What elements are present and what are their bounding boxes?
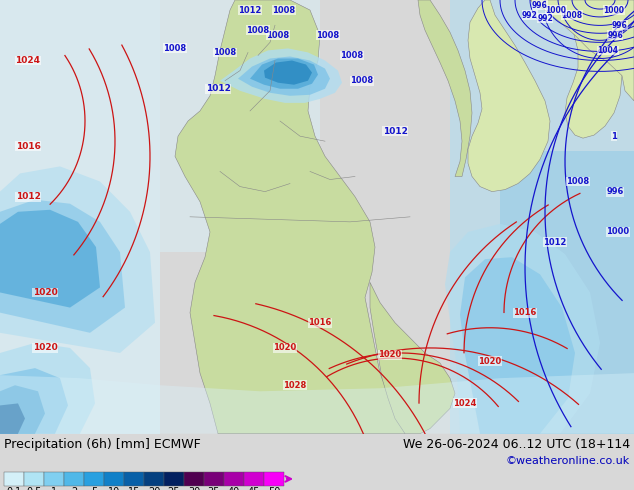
Polygon shape: [445, 224, 600, 434]
Bar: [244, 472, 264, 486]
Text: 1008: 1008: [562, 11, 583, 20]
Text: 1: 1: [611, 132, 617, 141]
Text: Precipitation (6h) [mm] ECMWF: Precipitation (6h) [mm] ECMWF: [4, 438, 201, 451]
Text: 15: 15: [128, 487, 140, 490]
Text: 2: 2: [71, 487, 77, 490]
Text: 45: 45: [248, 487, 260, 490]
Text: 1: 1: [51, 487, 57, 490]
Bar: [184, 472, 204, 486]
Bar: [144, 472, 164, 486]
Text: 5: 5: [91, 487, 97, 490]
Polygon shape: [0, 368, 68, 434]
Text: 25: 25: [168, 487, 180, 490]
Text: 1024: 1024: [15, 56, 41, 65]
Bar: [104, 472, 124, 486]
Bar: [44, 472, 64, 486]
Polygon shape: [450, 0, 634, 434]
Text: 1012: 1012: [382, 126, 408, 136]
Text: 30: 30: [188, 487, 200, 490]
Text: 1008: 1008: [164, 44, 186, 53]
Text: 996: 996: [607, 31, 623, 40]
Text: 10: 10: [108, 487, 120, 490]
Text: 1008: 1008: [566, 177, 590, 186]
Text: 1008: 1008: [316, 31, 340, 40]
Polygon shape: [0, 200, 125, 333]
Polygon shape: [370, 282, 455, 434]
Polygon shape: [564, 0, 622, 138]
Text: 1008: 1008: [214, 48, 236, 57]
Text: 1012: 1012: [205, 84, 230, 93]
Text: 996: 996: [606, 187, 624, 196]
Text: 1008: 1008: [351, 76, 373, 85]
Bar: [84, 472, 104, 486]
Text: 992: 992: [522, 11, 538, 20]
Text: 50: 50: [268, 487, 280, 490]
Text: 1028: 1028: [283, 381, 307, 390]
Text: 1016: 1016: [308, 318, 332, 327]
Polygon shape: [0, 385, 45, 434]
Polygon shape: [418, 0, 472, 176]
Polygon shape: [0, 167, 155, 353]
Text: 1000: 1000: [604, 5, 624, 15]
Text: 1016: 1016: [514, 308, 537, 317]
Text: 1020: 1020: [378, 350, 401, 360]
Text: 1008: 1008: [266, 31, 290, 40]
Text: 1008: 1008: [273, 5, 295, 15]
Polygon shape: [238, 56, 330, 96]
Text: 1000: 1000: [607, 227, 630, 237]
Text: 1024: 1024: [453, 399, 477, 408]
Text: 1020: 1020: [479, 357, 501, 366]
Polygon shape: [468, 0, 550, 192]
Text: 1012: 1012: [543, 238, 567, 246]
Text: 20: 20: [148, 487, 160, 490]
Text: 1016: 1016: [16, 142, 41, 151]
Polygon shape: [264, 60, 312, 85]
Polygon shape: [460, 257, 575, 434]
Text: 1008: 1008: [340, 51, 363, 60]
Polygon shape: [175, 0, 405, 434]
Polygon shape: [0, 0, 160, 434]
Polygon shape: [530, 0, 634, 101]
Text: 1020: 1020: [32, 343, 57, 352]
Bar: [124, 472, 144, 486]
Bar: [204, 472, 224, 486]
Polygon shape: [500, 151, 634, 434]
Text: 1012: 1012: [16, 192, 41, 201]
Text: 0.1: 0.1: [6, 487, 22, 490]
Text: 1012: 1012: [238, 5, 262, 15]
Polygon shape: [0, 343, 95, 434]
Text: 996: 996: [532, 0, 548, 9]
Text: 1008: 1008: [247, 26, 269, 35]
Bar: [224, 472, 244, 486]
Bar: [4, 472, 24, 486]
Text: 1020: 1020: [32, 288, 57, 297]
Text: 996: 996: [612, 21, 628, 30]
Bar: [24, 472, 44, 486]
Bar: [64, 472, 84, 486]
Text: 992: 992: [537, 14, 553, 23]
Polygon shape: [160, 0, 320, 252]
Bar: [264, 472, 284, 486]
Text: We 26-06-2024 06..12 UTC (18+114: We 26-06-2024 06..12 UTC (18+114: [403, 438, 630, 451]
Text: 40: 40: [228, 487, 240, 490]
Polygon shape: [250, 58, 318, 89]
Polygon shape: [0, 210, 100, 308]
Text: 1004: 1004: [597, 46, 619, 55]
Bar: [164, 472, 184, 486]
Polygon shape: [0, 373, 634, 434]
Text: ©weatheronline.co.uk: ©weatheronline.co.uk: [506, 456, 630, 466]
Text: 1020: 1020: [273, 343, 297, 352]
Text: 35: 35: [208, 487, 220, 490]
Text: 0.5: 0.5: [27, 487, 42, 490]
Polygon shape: [220, 49, 342, 103]
Text: 1000: 1000: [545, 5, 567, 15]
Polygon shape: [0, 403, 25, 434]
